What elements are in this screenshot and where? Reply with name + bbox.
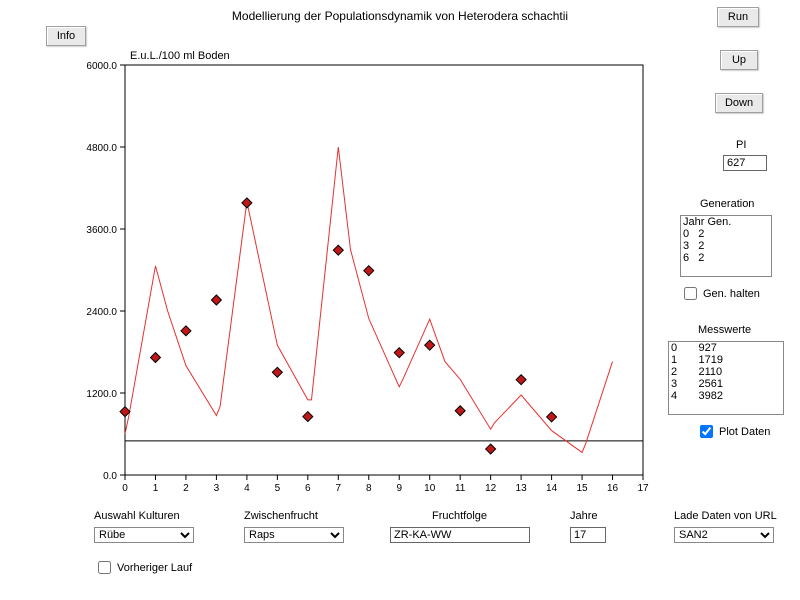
messwerte-label: Messwerte <box>698 324 751 336</box>
vorheriger-lauf-checkbox[interactable]: Vorheriger Lauf <box>94 558 192 577</box>
svg-text:6000.0: 6000.0 <box>86 61 117 72</box>
messwerte-row[interactable]: 2 2110 <box>669 366 783 378</box>
generation-row[interactable]: 6 2 <box>681 252 771 264</box>
plot-daten-input[interactable] <box>700 425 713 438</box>
gen-halten-checkbox[interactable]: Gen. halten <box>680 284 760 303</box>
svg-text:3: 3 <box>214 483 220 494</box>
lade-label: Lade Daten von URL <box>674 510 777 522</box>
jahre-input[interactable] <box>570 527 606 543</box>
up-button[interactable]: Up <box>720 50 758 70</box>
svg-text:3600.0: 3600.0 <box>86 225 117 236</box>
svg-text:2400.0: 2400.0 <box>86 307 117 318</box>
zwischenfrucht-select[interactable]: Raps <box>244 527 344 543</box>
svg-text:17: 17 <box>637 483 649 494</box>
generation-header: Jahr Gen. <box>681 216 771 228</box>
plot-daten-checkbox[interactable]: Plot Daten <box>696 422 770 441</box>
svg-text:6: 6 <box>305 483 311 494</box>
svg-text:10: 10 <box>424 483 436 494</box>
svg-text:16: 16 <box>607 483 619 494</box>
svg-text:2: 2 <box>183 483 189 494</box>
svg-text:0.0: 0.0 <box>103 471 117 482</box>
fruchtfolge-label: Fruchtfolge <box>432 510 487 522</box>
svg-text:7: 7 <box>336 483 342 494</box>
svg-text:8: 8 <box>366 483 372 494</box>
gen-halten-input[interactable] <box>684 287 697 300</box>
svg-text:9: 9 <box>396 483 402 494</box>
svg-text:14: 14 <box>546 483 558 494</box>
pi-input[interactable] <box>723 155 767 171</box>
gen-halten-label: Gen. halten <box>703 288 760 300</box>
down-button[interactable]: Down <box>715 93 763 113</box>
plot-daten-label: Plot Daten <box>719 426 770 438</box>
population-chart: 0.01200.02400.03600.04800.06000.00123456… <box>0 0 660 500</box>
run-button[interactable]: Run <box>717 7 759 27</box>
generation-row[interactable]: 3 2 <box>681 240 771 252</box>
kulturen-select[interactable]: Rübe <box>94 527 194 543</box>
generation-row[interactable]: 0 2 <box>681 228 771 240</box>
messwerte-row[interactable]: 4 3982 <box>669 390 783 402</box>
zwischenfrucht-label: Zwischenfrucht <box>244 510 318 522</box>
messwerte-row[interactable]: 0 927 <box>669 342 783 354</box>
fruchtfolge-input[interactable] <box>390 527 530 543</box>
svg-text:4800.0: 4800.0 <box>86 143 117 154</box>
generation-listbox[interactable]: Jahr Gen. 0 2 3 2 6 2 <box>680 215 772 277</box>
svg-text:13: 13 <box>516 483 528 494</box>
svg-text:1200.0: 1200.0 <box>86 389 117 400</box>
lade-select[interactable]: SAN2 <box>674 527 774 543</box>
messwerte-listbox[interactable]: 0 927 1 1719 2 2110 3 2561 4 3982 <box>668 341 784 415</box>
messwerte-row[interactable]: 1 1719 <box>669 354 783 366</box>
kulturen-label: Auswahl Kulturen <box>94 510 180 522</box>
svg-text:15: 15 <box>576 483 588 494</box>
svg-text:11: 11 <box>455 483 466 494</box>
vorheriger-lauf-input[interactable] <box>98 561 111 574</box>
svg-text:4: 4 <box>244 483 250 494</box>
messwerte-row[interactable]: 3 2561 <box>669 378 783 390</box>
svg-text:0: 0 <box>122 483 128 494</box>
svg-text:1: 1 <box>153 483 159 494</box>
jahre-label: Jahre <box>570 510 598 522</box>
generation-label: Generation <box>700 198 754 210</box>
vorheriger-lauf-label: Vorheriger Lauf <box>117 562 192 574</box>
svg-text:5: 5 <box>275 483 281 494</box>
svg-text:12: 12 <box>485 483 497 494</box>
pi-label: PI <box>736 139 746 151</box>
